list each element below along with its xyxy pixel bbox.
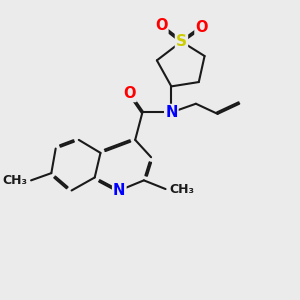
Text: CH₃: CH₃	[3, 174, 28, 187]
Text: O: O	[123, 86, 136, 101]
Text: O: O	[155, 18, 167, 33]
Text: N: N	[165, 105, 178, 120]
Text: O: O	[195, 20, 208, 34]
Text: S: S	[176, 34, 187, 49]
Text: CH₃: CH₃	[169, 182, 194, 196]
Text: N: N	[113, 183, 125, 198]
